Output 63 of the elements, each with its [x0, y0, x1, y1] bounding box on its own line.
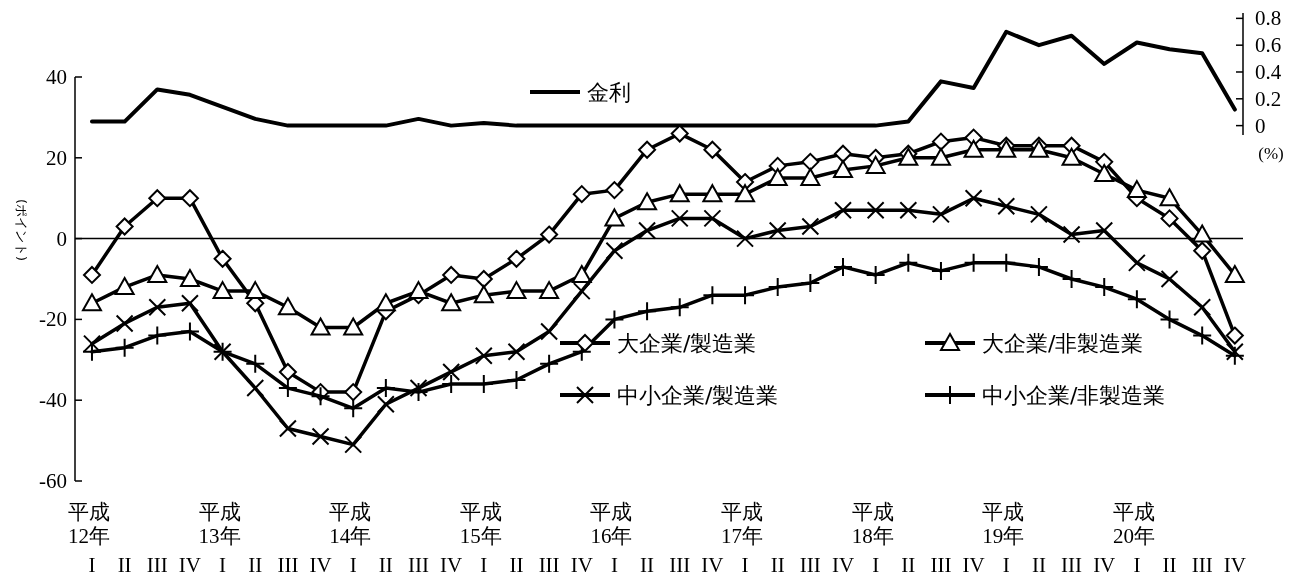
x-tick-label: IV: [570, 553, 593, 577]
text: 平成16年: [590, 500, 634, 548]
y-tick-label: 0.8: [1255, 6, 1282, 31]
x-tick-label: I: [219, 553, 227, 577]
x-tick-label: III: [1191, 553, 1213, 577]
x-tick-label: I: [88, 553, 96, 577]
x-tick-label: I: [1133, 553, 1141, 577]
x-tick-label: II: [1031, 553, 1046, 577]
text: 平成15年: [459, 500, 503, 548]
x-tick-label: II: [117, 553, 132, 577]
y-tick-label: -40: [39, 388, 67, 413]
x-tick-label: II: [640, 553, 655, 577]
y-tick-label: 0: [1255, 113, 1266, 138]
legend-label: 大企業/製造業: [617, 331, 757, 356]
y-tick-label: 20: [46, 145, 67, 170]
y-axis-title: (%): [1258, 144, 1284, 163]
x-tick-label: IV: [701, 553, 724, 577]
x-tick-label: III: [408, 553, 429, 577]
text: 平成17年: [721, 500, 765, 548]
y-tick-label: 0: [56, 226, 67, 251]
x-tick-label: II: [509, 553, 524, 577]
text: 平成20年: [1112, 500, 1156, 548]
legend-label: 金利: [587, 80, 631, 105]
x-tick-label: I: [1002, 553, 1010, 577]
x-tick-label: II: [770, 553, 785, 577]
x-tick-label: I: [741, 553, 749, 577]
x-tick-label: II: [1162, 553, 1177, 577]
x-tick-label: II: [901, 553, 916, 577]
legend-label: 大企業/非製造業: [982, 331, 1144, 356]
y-tick-label: 0.4: [1255, 59, 1282, 84]
x-tick-label: II: [248, 553, 263, 577]
x-tick-label: IV: [831, 553, 855, 577]
x-tick-label: IV: [1093, 553, 1116, 577]
y-tick-label: -20: [39, 307, 67, 332]
text: 平成14年: [329, 500, 373, 548]
x-tick-label: I: [872, 553, 880, 577]
x-tick-label: I: [349, 553, 357, 577]
y-tick-label: 40: [46, 65, 67, 89]
x-tick-label: IV: [440, 553, 463, 577]
text: 平成19年: [982, 500, 1026, 548]
x-tick-label: III: [799, 553, 821, 577]
y-tick-label: -60: [39, 469, 67, 493]
x-tick-label: III: [538, 553, 560, 577]
y-tick-label: 0.6: [1255, 33, 1282, 58]
x-tick-label: IV: [309, 553, 332, 577]
x-tick-label: III: [277, 553, 299, 577]
text: 平成12年: [67, 500, 111, 548]
x-tick-label: III: [146, 553, 168, 577]
text: 平成18年: [851, 500, 895, 548]
x-tick-label: I: [610, 553, 618, 577]
y-tick-label: 0.2: [1255, 86, 1282, 111]
x-tick-label: III: [669, 553, 691, 577]
x-tick-label: III: [930, 553, 952, 577]
x-tick-label: I: [480, 553, 488, 577]
y-axis-title: (ポイント): [14, 198, 29, 262]
x-tick-label: IV: [1223, 553, 1246, 577]
x-tick-label: IV: [962, 553, 985, 577]
x-tick-label: III: [1061, 553, 1083, 577]
x-tick-label: II: [378, 553, 393, 577]
x-tick-label: IV: [178, 553, 202, 577]
legend-label: 中小企業/製造業: [617, 383, 779, 408]
legend-label: 中小企業/非製造業: [982, 383, 1166, 408]
text: 平成13年: [198, 500, 242, 548]
